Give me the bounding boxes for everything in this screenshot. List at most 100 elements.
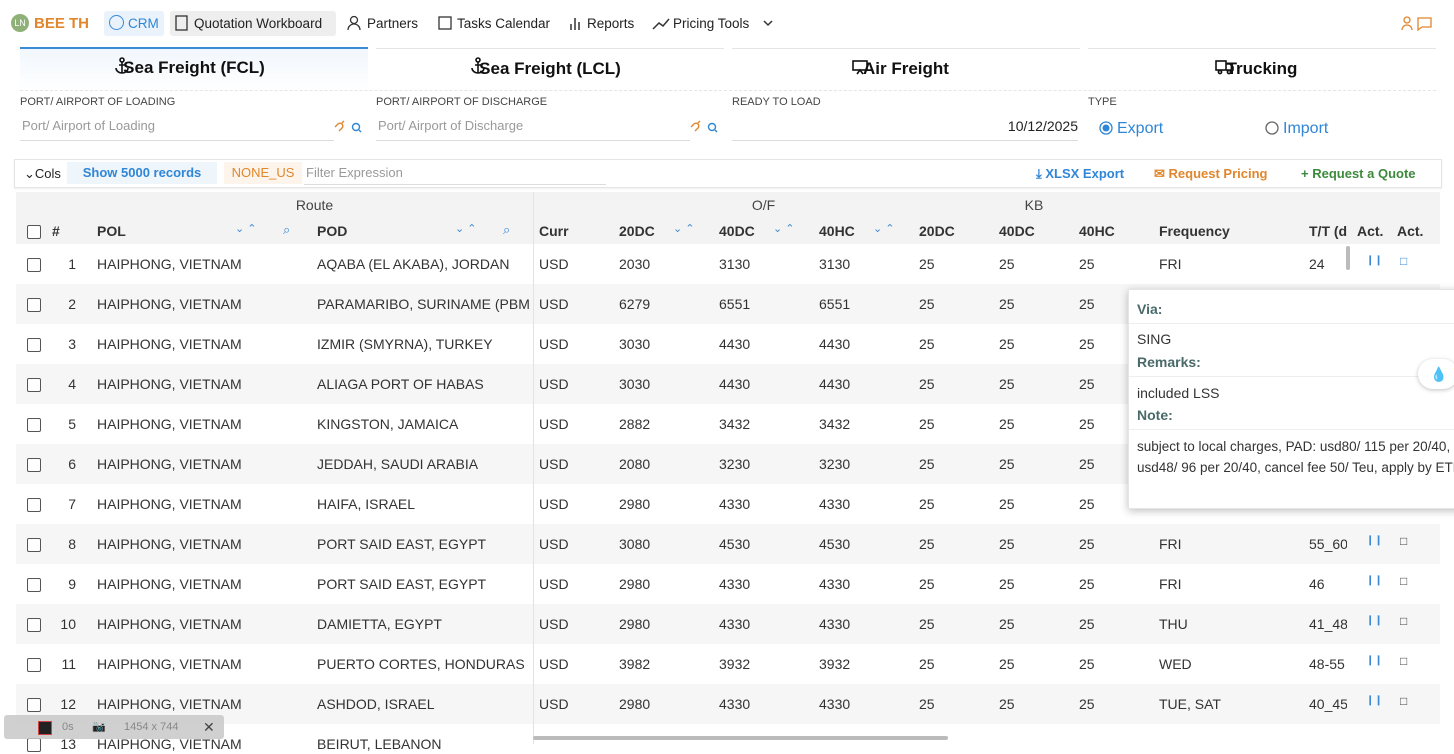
action-chat[interactable]: □: [1400, 654, 1408, 668]
nav-item[interactable]: Quotation Workboard: [194, 16, 323, 31]
table-cell: 3130: [819, 256, 851, 272]
action-chart[interactable]: ❙❙: [1366, 255, 1383, 266]
date-input[interactable]: 10/12/2025: [732, 118, 1078, 141]
table-cell: 6: [68, 456, 76, 472]
table-cell: USD: [539, 696, 569, 712]
row-checkbox[interactable]: [27, 338, 41, 352]
table-cell: 4330: [819, 576, 851, 592]
row-checkbox[interactable]: [27, 538, 41, 552]
camera-icon[interactable]: 📷: [92, 721, 106, 733]
column-header[interactable]: Act.: [1357, 223, 1384, 239]
table-cell: 3230: [819, 456, 851, 472]
sort-icon[interactable]: ⌄ ⌃: [235, 223, 257, 235]
close-icon[interactable]: ✕: [203, 719, 215, 735]
column-header[interactable]: #: [52, 223, 60, 239]
search-icon[interactable]: ⌕: [503, 222, 511, 237]
sort-icon[interactable]: ⌄ ⌃: [673, 223, 695, 235]
sort-icon[interactable]: ⌄ ⌃: [773, 223, 795, 235]
recorder-time: 0s: [62, 721, 74, 733]
action-chart[interactable]: ❙❙: [1366, 535, 1383, 546]
popup-label: Note:: [1137, 407, 1173, 423]
export-button[interactable]: ⤓ XLSX Export: [1036, 166, 1125, 181]
sort-icon[interactable]: ⌄ ⌃: [455, 223, 477, 235]
column-header[interactable]: 20DC: [919, 223, 955, 239]
nav-item[interactable]: Reports: [587, 16, 635, 31]
row-checkbox[interactable]: [27, 258, 41, 272]
action-chat[interactable]: □: [1400, 254, 1408, 268]
input[interactable]: Port/ Airport of Discharge: [376, 118, 690, 141]
cols-button[interactable]: ⌄Cols: [24, 166, 61, 181]
header-checkbox[interactable]: [27, 225, 41, 239]
action-chart[interactable]: ❙❙: [1366, 695, 1383, 706]
radio-label[interactable]: Import: [1283, 120, 1329, 137]
filter-input[interactable]: Filter Expression: [304, 162, 606, 185]
input[interactable]: Port/ Airport of Loading: [20, 118, 334, 141]
action-chart[interactable]: ❙❙: [1366, 655, 1383, 666]
table-cell: 55_60: [1309, 536, 1347, 552]
action-chart[interactable]: ❙❙: [1366, 575, 1383, 586]
sort-icon[interactable]: ⌄ ⌃: [873, 223, 895, 235]
table-cell: 2080: [619, 456, 651, 472]
table-cell: 25: [919, 696, 935, 712]
search-icon[interactable]: ⌕: [283, 222, 291, 237]
popup-text: subject to local charges, PAD: usd80/ 11…: [1137, 439, 1454, 475]
filter-tag[interactable]: NONE_US: [224, 162, 302, 184]
table-cell: 4330: [719, 496, 751, 512]
row-checkbox[interactable]: [27, 698, 41, 712]
table-cell: 12: [60, 696, 76, 712]
column-header[interactable]: T/T (da: [1309, 223, 1347, 239]
column-header[interactable]: 40HC: [819, 223, 855, 239]
table-cell: 11: [61, 656, 76, 672]
column-header[interactable]: POD: [317, 223, 348, 239]
table-cell: 1: [68, 256, 76, 272]
row-checkbox[interactable]: [27, 578, 41, 592]
table-cell: 25: [919, 296, 935, 312]
action-chat[interactable]: □: [1400, 574, 1408, 588]
row-checkbox[interactable]: [27, 378, 41, 392]
tab[interactable]: Trucking: [1088, 48, 1436, 89]
column-header[interactable]: Frequency: [1159, 223, 1230, 239]
nav-item[interactable]: Partners: [367, 16, 419, 31]
records-button[interactable]: Show 5000 records: [67, 162, 217, 184]
pricing-button[interactable]: ✉ Request Pricing: [1154, 166, 1268, 181]
column-header[interactable]: 40DC: [999, 223, 1035, 239]
row-checkbox[interactable]: [27, 658, 41, 672]
field-label: PORT/ AIRPORT OF LOADING: [20, 96, 176, 108]
table-cell: 25: [1079, 536, 1095, 552]
column-header[interactable]: 20DC: [619, 223, 655, 239]
table-cell: HAIPHONG, VIETNAM: [97, 416, 242, 432]
column-header[interactable]: POL: [97, 223, 126, 239]
cols-label: Cols: [34, 166, 61, 181]
nav-item[interactable]: Tasks Calendar: [457, 16, 551, 31]
row-checkbox[interactable]: [27, 498, 41, 512]
table-cell: 4330: [719, 696, 751, 712]
action-chart[interactable]: ❙❙: [1366, 615, 1383, 626]
scrollbar[interactable]: [1346, 246, 1350, 270]
row-checkbox[interactable]: [27, 618, 41, 632]
row-checkbox[interactable]: [27, 458, 41, 472]
float-button[interactable]: 💧: [1418, 359, 1454, 389]
row-checkbox[interactable]: [27, 418, 41, 432]
column-header[interactable]: 40DC: [719, 223, 755, 239]
table-cell: 25: [1079, 616, 1095, 632]
nav-item[interactable]: Pricing Tools: [673, 16, 750, 31]
quote-button[interactable]: + Request a Quote: [1301, 166, 1416, 181]
row-checkbox[interactable]: [27, 298, 41, 312]
action-chat[interactable]: □: [1400, 694, 1408, 708]
column-header[interactable]: Act.: [1397, 223, 1424, 239]
table-cell: HAIPHONG, VIETNAM: [97, 256, 242, 272]
record-icon[interactable]: [38, 721, 52, 735]
popup-text: included LSS: [1137, 385, 1220, 401]
column-header[interactable]: 40HC: [1079, 223, 1115, 239]
action-chat[interactable]: □: [1400, 614, 1408, 628]
table-cell: USD: [539, 616, 569, 632]
action-chat[interactable]: □: [1400, 534, 1408, 548]
column-header[interactable]: Curr: [539, 223, 569, 239]
tab[interactable]: Sea Freight (FCL): [123, 58, 265, 77]
nav-item[interactable]: CRM: [128, 16, 159, 31]
row-checkbox[interactable]: [27, 738, 41, 752]
radio-label[interactable]: Export: [1117, 120, 1164, 137]
tab[interactable]: Sea Freight (LCL): [376, 48, 724, 89]
tab[interactable]: Air Freight: [732, 48, 1080, 89]
scrollbar[interactable]: [533, 736, 948, 740]
